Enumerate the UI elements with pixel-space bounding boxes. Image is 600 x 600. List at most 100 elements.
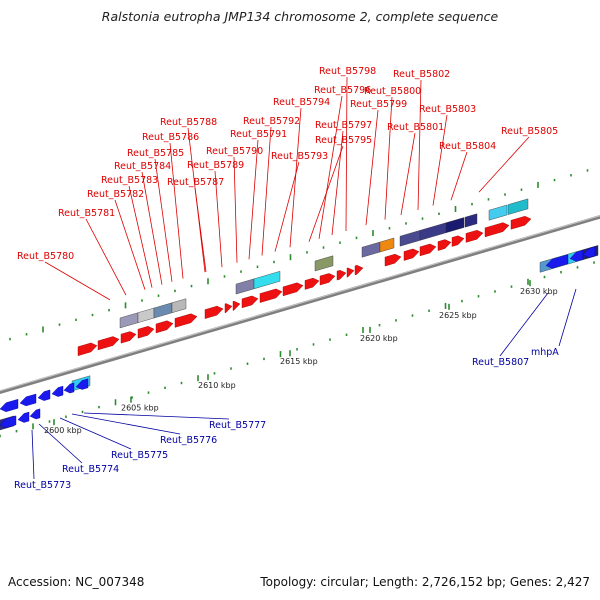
reverse-gene-arrow[interactable] xyxy=(545,254,569,269)
gene-label-bottom[interactable]: Reut_B5775 xyxy=(111,450,168,461)
leader-line xyxy=(214,170,223,268)
gene-label-top[interactable]: Reut_B5799 xyxy=(350,99,407,110)
gene-label-top[interactable]: Reut_B5790 xyxy=(206,146,263,157)
forward-gene-arrow[interactable] xyxy=(437,239,452,251)
gene-label-top[interactable]: Reut_B5782 xyxy=(87,189,144,200)
gene-label-top[interactable]: Reut_B5793 xyxy=(271,151,328,162)
gene-label-top[interactable]: Reut_B5788 xyxy=(160,117,217,128)
gene-label-top[interactable]: Reut_B5789 xyxy=(187,160,244,171)
forward-gene-arrow[interactable] xyxy=(403,248,420,261)
reverse-gene-arrow[interactable] xyxy=(0,398,19,412)
forward-gene-arrow[interactable] xyxy=(137,326,155,339)
leader-line xyxy=(248,139,259,260)
leader-line xyxy=(478,136,530,193)
forward-gene-arrow[interactable] xyxy=(241,295,259,309)
reverse-gene-arrow[interactable] xyxy=(75,378,89,390)
gene-label-top[interactable]: Reut_B5783 xyxy=(101,175,158,186)
leader-line xyxy=(450,151,468,201)
reverse-gene-arrow[interactable] xyxy=(582,246,596,258)
gene-label-top[interactable]: Reut_B5795 xyxy=(315,135,372,146)
forward-gene-arrow[interactable] xyxy=(77,342,98,356)
scale-tick-label: 2605 kbp xyxy=(121,404,159,413)
forward-gene-arrow[interactable] xyxy=(484,222,510,238)
feature-box xyxy=(379,237,395,253)
gene-label-top[interactable]: Reut_B5798 xyxy=(319,66,376,77)
bottom-dot-track xyxy=(0,261,595,438)
gene-label-bottom[interactable]: Reut_B5774 xyxy=(62,464,119,475)
forward-gene-arrow[interactable] xyxy=(259,288,283,303)
gene-label-top[interactable]: Reut_B5800 xyxy=(364,86,421,97)
forward-gene-arrow[interactable] xyxy=(174,313,198,328)
forward-gene-arrow[interactable] xyxy=(336,270,347,281)
gene-label-top[interactable]: Reut_B5796 xyxy=(314,85,371,96)
genome-summary-text: Topology: circular; Length: 2,726,152 bp… xyxy=(260,575,590,589)
gene-label-bottom[interactable]: Reut_B5807 xyxy=(472,357,529,368)
feature-box xyxy=(445,217,465,234)
forward-gene-arrow[interactable] xyxy=(204,305,224,319)
map-title: Ralstonia eutropha JMP134 chromosome 2, … xyxy=(101,9,499,24)
gene-label-top[interactable]: Reut_B5801 xyxy=(387,122,444,133)
leader-line xyxy=(44,261,111,301)
forward-gene-arrow[interactable] xyxy=(97,336,120,351)
reverse-gene-arrow[interactable] xyxy=(51,385,64,397)
forward-gene-arrow[interactable] xyxy=(354,265,364,276)
gene-label-top[interactable]: Reut_B5805 xyxy=(501,126,558,137)
leader-line xyxy=(114,199,146,290)
feature-box xyxy=(419,222,447,241)
scale-tick-label: 2625 kbp xyxy=(439,311,477,320)
gene-label-top[interactable]: Reut_B5792 xyxy=(243,116,300,127)
accession-text: Accession: NC_007348 xyxy=(8,575,145,589)
gene-label-top[interactable]: Reut_B5785 xyxy=(127,148,184,159)
gene-labels[interactable]: Reut_B5780 Reut_B5781 Reut_B5782 Reut_B5783… xyxy=(14,66,559,491)
chromosome-backbone xyxy=(0,215,600,394)
gene-label-top[interactable]: Reut_B5780 xyxy=(17,251,74,262)
gene-label-top[interactable]: Reut_B5797 xyxy=(315,120,372,131)
gene-label-bottom[interactable]: Reut_B5773 xyxy=(14,480,71,491)
feature-box xyxy=(253,270,281,290)
gene-label-top[interactable]: Reut_B5781 xyxy=(58,208,115,219)
scale-tick-label: 2600 kbp xyxy=(44,426,82,435)
forward-gene-arrow[interactable] xyxy=(155,320,174,334)
gene-label-top[interactable]: Reut_B5787 xyxy=(167,177,224,188)
gene-label-top[interactable]: Reut_B5802 xyxy=(393,69,450,80)
forward-gene-arrow[interactable] xyxy=(120,331,137,344)
feature-box xyxy=(235,278,255,295)
forward-gene-arrow[interactable] xyxy=(419,243,437,257)
feature-box xyxy=(171,298,187,314)
reverse-gene-arrow[interactable] xyxy=(37,389,51,401)
feature-box xyxy=(507,198,529,215)
forward-gene-arrow[interactable] xyxy=(465,230,484,243)
gene-label-bottom[interactable]: Reut_B5776 xyxy=(160,435,217,446)
forward-gene-arrow[interactable] xyxy=(282,282,304,297)
gene-label-top[interactable]: Reut_B5794 xyxy=(273,97,330,108)
reverse-gene-arrow[interactable] xyxy=(63,382,75,394)
forward-gene-arrow[interactable] xyxy=(451,235,465,247)
reverse-gene-track[interactable] xyxy=(0,246,596,428)
leader-line xyxy=(261,126,272,256)
gene-label-bottom[interactable]: Reut_B5777 xyxy=(209,420,266,431)
forward-gene-arrow[interactable] xyxy=(304,277,320,290)
gene-label-top[interactable]: Reut_B5803 xyxy=(419,104,476,115)
gene-label-top[interactable]: Reut_B5804 xyxy=(439,141,496,152)
gene-label-top[interactable]: Reut_B5791 xyxy=(230,129,287,140)
leader-line xyxy=(345,76,348,231)
reverse-gene-arrow[interactable] xyxy=(19,393,37,407)
gene-label-top[interactable]: Reut_B5786 xyxy=(142,132,199,143)
reverse-gene-arrow[interactable] xyxy=(17,411,30,423)
forward-gene-arrow[interactable] xyxy=(232,300,241,311)
reverse-gene-arrow[interactable] xyxy=(29,408,41,420)
forward-gene-arrow[interactable] xyxy=(224,303,233,314)
forward-gene-arrow[interactable] xyxy=(384,253,402,267)
forward-gene-arrow[interactable] xyxy=(319,273,336,286)
reverse-gene-arrow[interactable] xyxy=(0,415,17,428)
leader-line xyxy=(187,127,206,273)
gene-label-top[interactable]: Reut_B5784 xyxy=(114,161,171,172)
reverse-gene-arrow[interactable] xyxy=(569,249,584,262)
forward-gene-arrow[interactable] xyxy=(346,267,355,278)
forward-gene-track[interactable] xyxy=(77,215,532,356)
forward-gene-arrow[interactable] xyxy=(510,215,532,230)
leader-line xyxy=(169,142,184,279)
gene-label-bottom[interactable]: mhpA xyxy=(531,347,559,358)
leader-line xyxy=(558,288,577,347)
